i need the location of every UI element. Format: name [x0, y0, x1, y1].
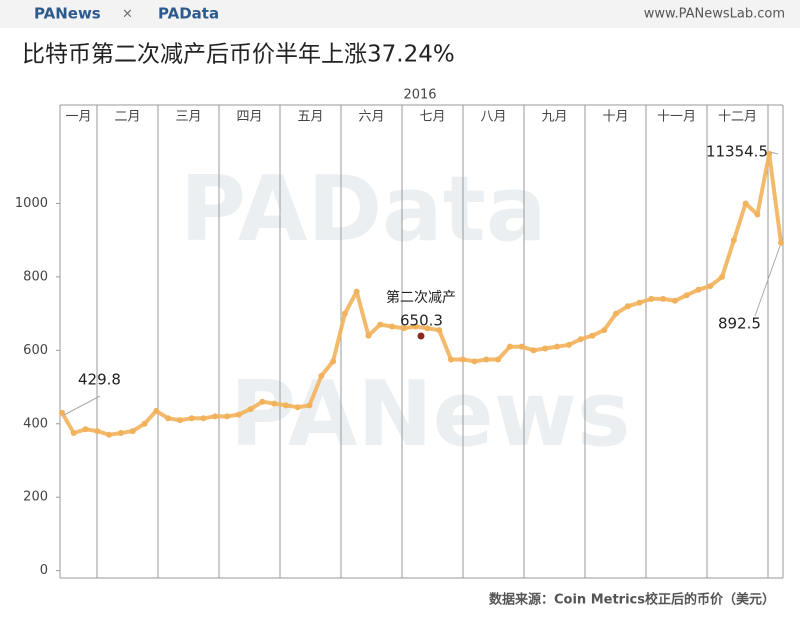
annotation-leader	[63, 395, 101, 416]
price-point	[365, 332, 372, 339]
price-point	[306, 402, 313, 409]
price-point	[400, 325, 407, 332]
price-point	[707, 283, 714, 290]
month-label: 四月	[236, 110, 262, 125]
y-tick-label: 200	[23, 490, 48, 505]
month-label: 一月	[65, 110, 91, 125]
price-point	[601, 327, 608, 334]
month-label: 六月	[358, 110, 384, 125]
annotation: 429.8	[78, 371, 121, 389]
annotation-leader	[754, 245, 781, 317]
price-point	[459, 356, 466, 363]
price-point	[447, 356, 454, 363]
price-point	[719, 273, 726, 280]
month-label: 十一月	[657, 110, 696, 125]
price-point	[153, 407, 160, 414]
price-point	[577, 336, 584, 343]
brand-left: PANews	[34, 5, 101, 23]
price-point	[742, 200, 749, 207]
price-point	[424, 325, 431, 332]
price-point	[683, 292, 690, 299]
price-point	[188, 415, 195, 422]
price-point	[671, 297, 678, 304]
price-point	[660, 295, 667, 302]
price-point	[483, 356, 490, 363]
halving-marker	[417, 332, 425, 340]
year-label: 2016	[403, 88, 436, 103]
price-point	[224, 413, 231, 420]
price-point	[282, 402, 289, 409]
watermark: PAData	[180, 157, 547, 262]
price-point	[247, 406, 254, 413]
month-label: 八月	[480, 110, 506, 125]
price-point	[294, 404, 301, 411]
price-point	[59, 409, 65, 416]
price-point	[129, 428, 136, 435]
price-point	[70, 429, 77, 436]
price-point	[259, 398, 266, 405]
price-point	[495, 356, 502, 363]
price-point	[94, 428, 101, 435]
month-label: 十月	[602, 110, 628, 125]
price-point	[389, 323, 396, 330]
price-point	[506, 343, 513, 350]
site: www.PANewsLab.com	[644, 7, 785, 22]
month-label: 十二月	[718, 110, 757, 125]
price-point	[200, 415, 207, 422]
price-point	[554, 343, 561, 350]
price-point	[106, 431, 113, 438]
source: 数据来源：Coin Metrics校正后的币价（美元）	[489, 592, 775, 608]
price-point	[117, 429, 124, 436]
price-point	[471, 358, 478, 365]
price-point	[271, 400, 278, 407]
month-label: 九月	[541, 110, 567, 125]
price-point	[730, 237, 737, 244]
chart-title: 比特币第二次减产后币价半年上涨37.24%	[22, 42, 455, 68]
price-point	[165, 415, 172, 422]
price-point	[565, 341, 572, 348]
price-point	[648, 295, 655, 302]
price-point	[589, 332, 596, 339]
price-point	[436, 327, 443, 334]
y-tick-label: 800	[23, 269, 48, 284]
y-tick-label: 1000	[15, 196, 48, 211]
price-point	[542, 345, 549, 352]
month-label: 三月	[175, 110, 201, 125]
price-point	[518, 343, 525, 350]
price-point	[353, 288, 360, 295]
y-tick-label: 0	[40, 563, 48, 578]
price-point	[412, 323, 419, 330]
y-tick-label: 400	[23, 416, 48, 431]
brand-cross: ×	[122, 7, 133, 22]
annotation: 11354.5	[706, 143, 768, 161]
price-point	[318, 373, 325, 380]
price-point	[330, 358, 337, 365]
y-tick-label: 600	[23, 343, 48, 358]
price-point	[624, 303, 631, 310]
price-point	[82, 426, 89, 433]
month-label: 二月	[114, 110, 140, 125]
header-band	[0, 0, 800, 28]
price-point	[176, 417, 183, 424]
month-label: 七月	[419, 110, 445, 125]
annotation: 650.3	[400, 312, 443, 330]
price-point	[778, 239, 784, 246]
price-point	[235, 411, 242, 418]
annotation: 第二次减产	[386, 289, 456, 306]
month-label: 五月	[297, 110, 323, 125]
price-point	[636, 299, 643, 306]
watermark: PANews	[230, 362, 630, 467]
price-point	[612, 310, 619, 317]
price-point	[212, 413, 219, 420]
price-point	[695, 286, 702, 293]
price-point	[341, 310, 348, 317]
price-point	[754, 211, 761, 218]
price-point	[377, 321, 384, 328]
annotation: 892.5	[718, 315, 761, 333]
annotation-leader	[769, 151, 779, 155]
price-point	[530, 347, 537, 354]
brand-right: PAData	[158, 5, 219, 23]
price-point	[141, 420, 148, 427]
